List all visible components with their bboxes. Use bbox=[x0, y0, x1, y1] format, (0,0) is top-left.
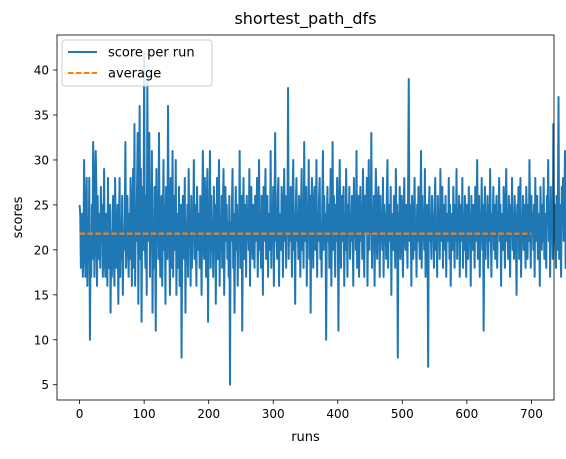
y-tick-label: 15 bbox=[34, 288, 49, 302]
y-axis-ticks: 5 10 15 20 25 30 35 40 bbox=[34, 64, 57, 392]
axes-frame bbox=[56, 34, 555, 401]
x-tick-label: 200 bbox=[197, 407, 220, 421]
legend-box bbox=[61, 39, 213, 87]
series-line-score-per-run bbox=[78, 51, 566, 386]
legend: score per run average bbox=[61, 39, 213, 87]
x-tick-label: 100 bbox=[133, 407, 156, 421]
y-axis-label: scores bbox=[11, 196, 26, 238]
y-tick-label: 40 bbox=[34, 64, 49, 78]
x-tick-label: 0 bbox=[76, 407, 84, 421]
legend-label-score-per-run: score per run bbox=[108, 46, 195, 61]
y-tick-label: 20 bbox=[34, 243, 49, 257]
legend-label-average: average bbox=[108, 67, 161, 82]
x-axis-ticks: 0 100 200 300 400 500 600 700 bbox=[76, 400, 543, 421]
y-tick-label: 10 bbox=[34, 333, 49, 347]
y-tick-label: 5 bbox=[41, 378, 49, 392]
x-tick-label: 300 bbox=[262, 407, 285, 421]
y-tick-label: 30 bbox=[34, 153, 49, 167]
x-tick-label: 500 bbox=[391, 407, 414, 421]
y-tick-label: 25 bbox=[34, 198, 49, 212]
x-tick-label: 600 bbox=[455, 407, 478, 421]
x-tick-label: 700 bbox=[520, 407, 543, 421]
chart-title: shortest_path_dfs bbox=[234, 9, 376, 29]
x-axis-label: runs bbox=[291, 430, 320, 445]
series-layer bbox=[78, 51, 566, 386]
x-tick-label: 400 bbox=[326, 407, 349, 421]
y-tick-label: 35 bbox=[34, 109, 49, 123]
